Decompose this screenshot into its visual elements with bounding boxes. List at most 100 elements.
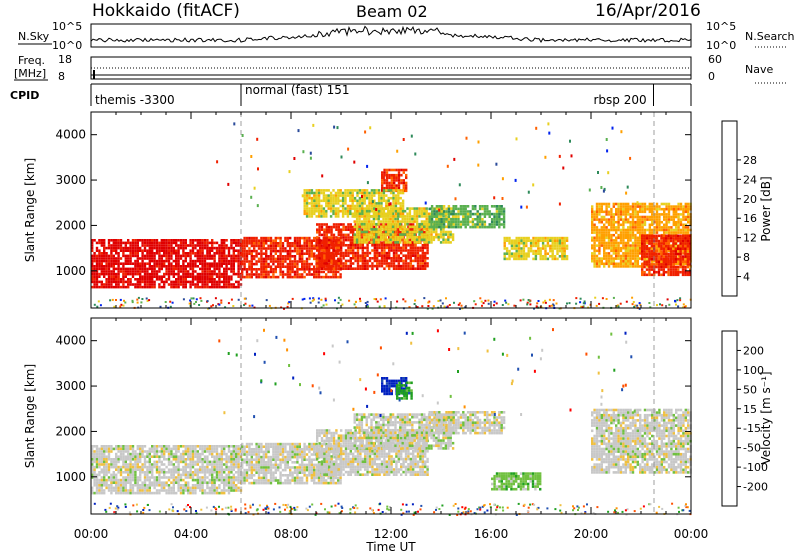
- power-noise-cell: [548, 305, 551, 308]
- power-cell: [110, 239, 113, 242]
- nsearch-top-tick: 10^5: [706, 20, 736, 33]
- power-cell: [383, 249, 386, 252]
- power-cell: [390, 246, 393, 250]
- power-cell: [215, 262, 219, 265]
- power-cell: [403, 230, 407, 234]
- power-cell: [215, 275, 219, 278]
- power-cell: [227, 267, 231, 271]
- power-cell: [127, 257, 130, 260]
- power-cell: [686, 244, 689, 248]
- power-cell: [358, 196, 362, 200]
- power-cell: [250, 249, 253, 253]
- power-cell: [356, 215, 359, 218]
- power-cell: [328, 241, 331, 244]
- power-cell: [627, 259, 630, 263]
- power-cell: [365, 241, 368, 244]
- power-cell: [310, 204, 314, 208]
- power-cell: [158, 259, 161, 263]
- power-cell: [629, 231, 632, 234]
- power-cell: [517, 247, 521, 250]
- power-cell: [337, 270, 340, 274]
- power-cell: [191, 249, 195, 252]
- power-cell: [677, 239, 680, 243]
- power-cell: [619, 259, 623, 263]
- power-cell: [107, 275, 111, 278]
- power-cell: [361, 204, 364, 208]
- power-cell: [610, 244, 613, 247]
- power-cell: [641, 207, 644, 211]
- power-cell: [361, 262, 364, 265]
- power-cell: [139, 267, 142, 271]
- power-cell: [679, 213, 683, 216]
- power-cell: [136, 244, 139, 247]
- power-cell: [163, 239, 166, 242]
- power-cell: [675, 262, 678, 266]
- power-cell: [296, 275, 299, 279]
- power-cell: [191, 246, 195, 250]
- power-cell: [442, 235, 445, 239]
- power-cell: [432, 230, 436, 234]
- power-cell: [237, 254, 240, 258]
- power-cell: [199, 285, 202, 289]
- power-cell: [549, 255, 552, 258]
- power-cell: [248, 242, 251, 245]
- power-noise-cell: [457, 303, 460, 306]
- power-cell: [404, 264, 408, 268]
- power-cell: [310, 242, 313, 245]
- power-cell: [622, 259, 625, 263]
- power-cell: [203, 241, 207, 245]
- power-cell: [657, 268, 661, 271]
- power-cell: [347, 254, 350, 257]
- power-noise-cell: [544, 301, 547, 304]
- power-cell: [340, 241, 343, 244]
- power-cell: [215, 280, 219, 284]
- power-cell: [155, 252, 159, 255]
- power-cell: [665, 239, 668, 243]
- power-cell: [380, 191, 383, 195]
- power-cell: [237, 283, 240, 286]
- power-cell: [660, 255, 663, 258]
- power-cell: [483, 207, 487, 211]
- power-cell: [194, 283, 197, 286]
- power-cell: [257, 275, 261, 279]
- power-cell: [471, 218, 475, 221]
- power-cell: [225, 278, 228, 281]
- power-cell: [107, 280, 111, 284]
- power-cell: [182, 285, 185, 289]
- power-cell: [669, 263, 673, 266]
- power-cell: [351, 204, 354, 208]
- power-cell: [344, 238, 348, 242]
- power-cell: [213, 285, 216, 289]
- power-cell: [529, 244, 533, 248]
- power-cell: [629, 207, 632, 211]
- power-cell: [325, 246, 328, 250]
- power-cell: [382, 235, 385, 239]
- power-cell: [679, 257, 682, 261]
- power-cell: [227, 246, 231, 250]
- power-cell: [684, 231, 687, 234]
- power-cell: [148, 272, 151, 276]
- power-cell: [317, 202, 321, 205]
- power-cell: [293, 262, 297, 266]
- power-cell: [305, 242, 309, 245]
- power-cell: [305, 212, 309, 216]
- power-cell: [158, 246, 161, 250]
- power-noise-cell: [682, 306, 685, 309]
- power-noise-cell: [676, 299, 679, 302]
- power-cell: [513, 244, 516, 248]
- power-cell: [262, 247, 265, 250]
- power-cell: [407, 225, 410, 229]
- power-noise-cell: [536, 302, 539, 305]
- power-cell: [593, 210, 596, 214]
- power-cell: [355, 230, 359, 234]
- power-cell: [301, 268, 304, 271]
- power-cell: [344, 207, 347, 210]
- power-cell: [390, 249, 393, 252]
- power-cell: [370, 230, 373, 234]
- power-cell: [612, 228, 615, 232]
- power-cell: [435, 230, 438, 234]
- power-cell: [342, 257, 345, 260]
- power-cell: [387, 230, 390, 234]
- power-cell: [103, 244, 106, 247]
- power-cell: [607, 246, 611, 250]
